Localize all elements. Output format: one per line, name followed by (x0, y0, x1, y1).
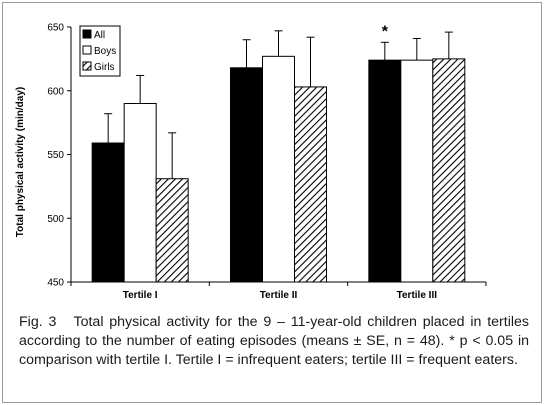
y-tick-label: 600 (47, 86, 64, 97)
x-tick-label: Tertile III (397, 290, 438, 301)
bar-all (91, 142, 125, 283)
bar-all (230, 67, 263, 283)
x-tick-label: Tertile II (260, 290, 298, 301)
figure-caption: Fig. 3 Total physical activity for the 9… (19, 313, 529, 370)
bar-boys (123, 103, 157, 283)
legend-swatch-boys (82, 45, 92, 55)
y-tick-label: 500 (47, 214, 64, 225)
bar-all (368, 59, 402, 283)
legend-label-all: All (94, 30, 105, 41)
y-tick-label: 550 (47, 150, 64, 161)
y-tick-label: 450 (47, 278, 64, 289)
plot-area: * (91, 23, 466, 283)
legend-swatch-girls (82, 61, 92, 71)
significance-marker: * (382, 23, 389, 40)
y-axis-label: Total physical activity (min/day) (15, 87, 26, 237)
bar-girls (432, 58, 466, 283)
bar-girls (294, 86, 327, 283)
y-axis: 450 500 550 600 650 (47, 23, 72, 289)
bar-girls (155, 178, 189, 283)
legend: All Boys Girls (79, 25, 121, 77)
caption-label: Fig. 3 (19, 314, 57, 330)
legend-swatch-all (82, 29, 92, 39)
legend-label-girls: Girls (94, 62, 115, 73)
legend-label-boys: Boys (94, 46, 116, 57)
bar-boys (262, 55, 295, 283)
bar-boys (400, 59, 434, 283)
caption-text: Total physical activity for the 9 – 11-y… (19, 314, 529, 368)
x-tick-label: Tertile I (123, 290, 158, 301)
y-tick-label: 650 (47, 23, 64, 34)
x-axis: Tertile I Tertile II Tertile III (70, 281, 487, 301)
